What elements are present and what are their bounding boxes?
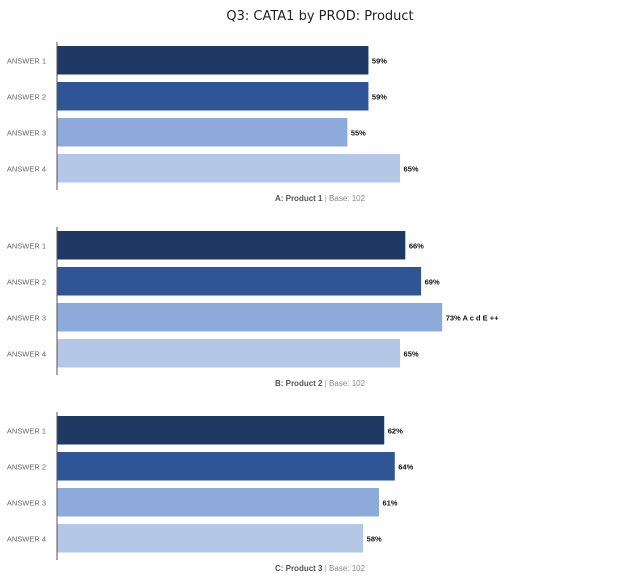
category-label: ANSWER 4 [7,164,46,173]
data-label: 69% [425,277,440,286]
panel-caption: A: Product 1 | Base: 102 [275,194,366,203]
base-label: Base: 102 [329,194,366,203]
category-label: ANSWER 2 [7,277,46,286]
data-label: 62% [388,426,403,435]
bar [57,118,348,147]
data-label: 58% [367,534,382,543]
data-label: 73% A c d E ++ [446,313,499,322]
panel-label: C: Product 3 [275,564,323,573]
category-label: ANSWER 2 [7,92,46,101]
category-label: ANSWER 3 [7,498,46,507]
panel-caption: C: Product 3 | Base: 102 [275,564,366,573]
category-label: ANSWER 3 [7,313,46,322]
category-label: ANSWER 4 [7,534,46,543]
bar [57,231,406,260]
bar [57,452,395,481]
bar [57,46,369,75]
caption-separator: | [323,564,330,573]
data-label: 59% [372,92,387,101]
bar [57,82,369,111]
data-label: 66% [409,241,424,250]
bar [57,154,401,183]
caption-separator: | [323,194,330,203]
category-label: ANSWER 1 [7,426,46,435]
panel-label: B: Product 2 [275,379,323,388]
bar [57,267,422,296]
data-label: 55% [351,128,366,137]
caption-separator: | [323,379,330,388]
base-label: Base: 102 [329,564,366,573]
base-label: Base: 102 [329,379,366,388]
bar [57,303,443,332]
bar [57,416,385,445]
panel-caption: B: Product 2 | Base: 102 [275,379,366,388]
bar [57,524,364,553]
data-label: 64% [398,462,413,471]
bar [57,488,379,517]
chart-title: Q3: CATA1 by PROD: Product [226,9,414,24]
bar [57,339,401,368]
data-label: 65% [404,349,419,358]
category-label: ANSWER 1 [7,241,46,250]
category-label: ANSWER 2 [7,462,46,471]
category-label: ANSWER 4 [7,349,46,358]
data-label: 59% [372,56,387,65]
category-label: ANSWER 3 [7,128,46,137]
panel-label: A: Product 1 [275,194,323,203]
data-label: 61% [382,498,397,507]
data-label: 65% [404,164,419,173]
category-label: ANSWER 1 [7,56,46,65]
